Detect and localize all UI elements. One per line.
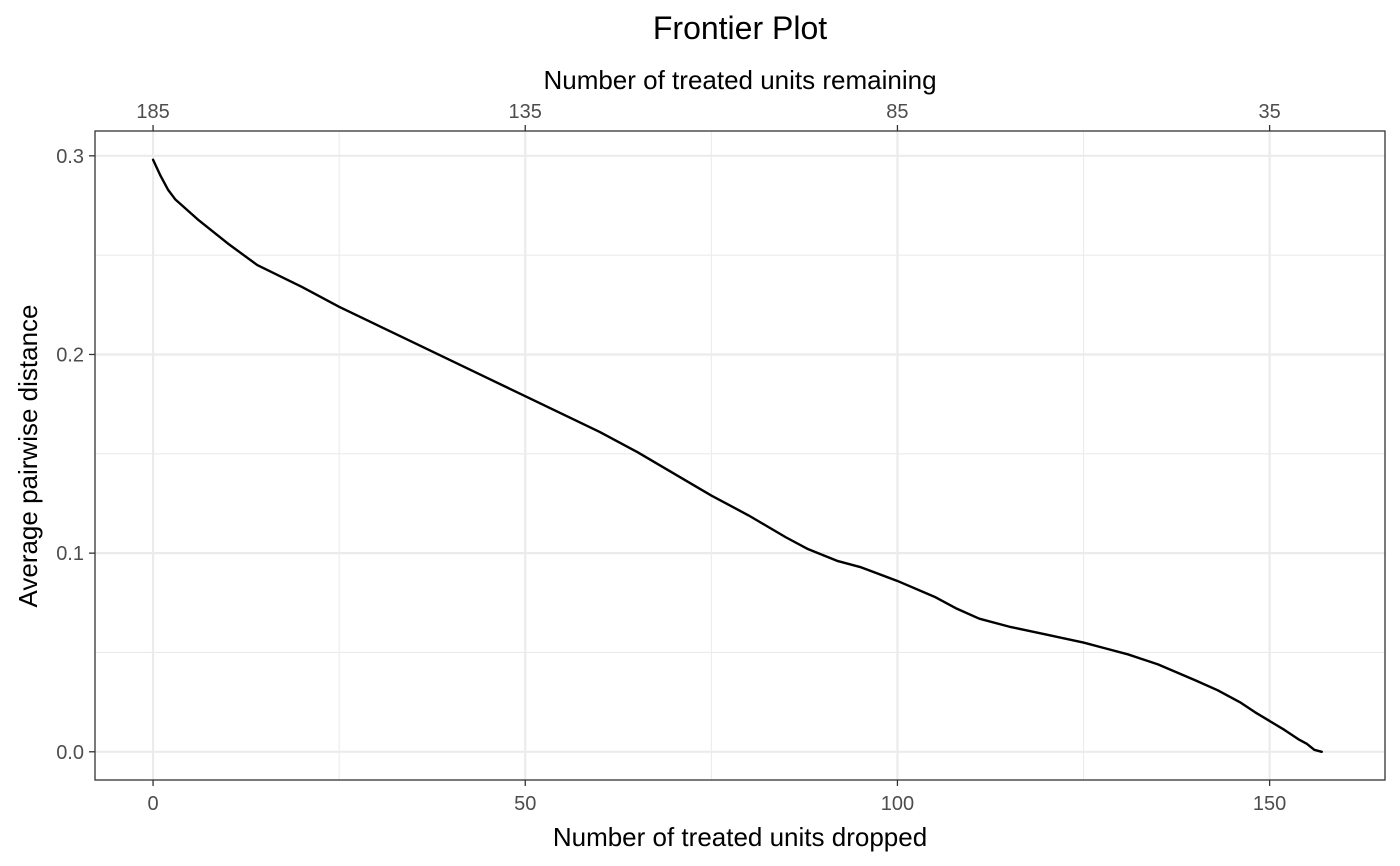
y-axis-title: Average pairwise distance [13, 304, 43, 607]
x2-tick-label: 35 [1258, 101, 1280, 123]
plot-border [94, 130, 1386, 781]
x2-tick-label: 85 [886, 101, 908, 123]
x-axis-title: Number of treated units dropped [553, 822, 927, 852]
x2-tick-label: 135 [509, 101, 542, 123]
x2-tick-label: 185 [136, 101, 169, 123]
grid-minor [95, 131, 1385, 780]
tick-labels: 0 50 100 150 185 135 85 35 0.0 0.1 0.2 0.3 [56, 101, 1286, 815]
x-tick-label: 0 [147, 793, 158, 815]
axis-ticks [89, 125, 1271, 786]
y-tick-label: 0.0 [56, 742, 84, 764]
chart-title: Frontier Plot [653, 10, 827, 46]
y-tick-label: 0.1 [56, 543, 84, 565]
y-tick-label: 0.2 [56, 344, 84, 366]
x2-axis-title: Number of treated units remaining [543, 65, 936, 95]
grid-major [95, 131, 1385, 780]
y-tick-label: 0.3 [56, 146, 84, 168]
x-tick-label: 150 [1253, 793, 1286, 815]
plot-background [95, 131, 1385, 780]
x-tick-label: 50 [514, 793, 536, 815]
series-line [151, 158, 1323, 753]
x-tick-label: 100 [881, 793, 914, 815]
